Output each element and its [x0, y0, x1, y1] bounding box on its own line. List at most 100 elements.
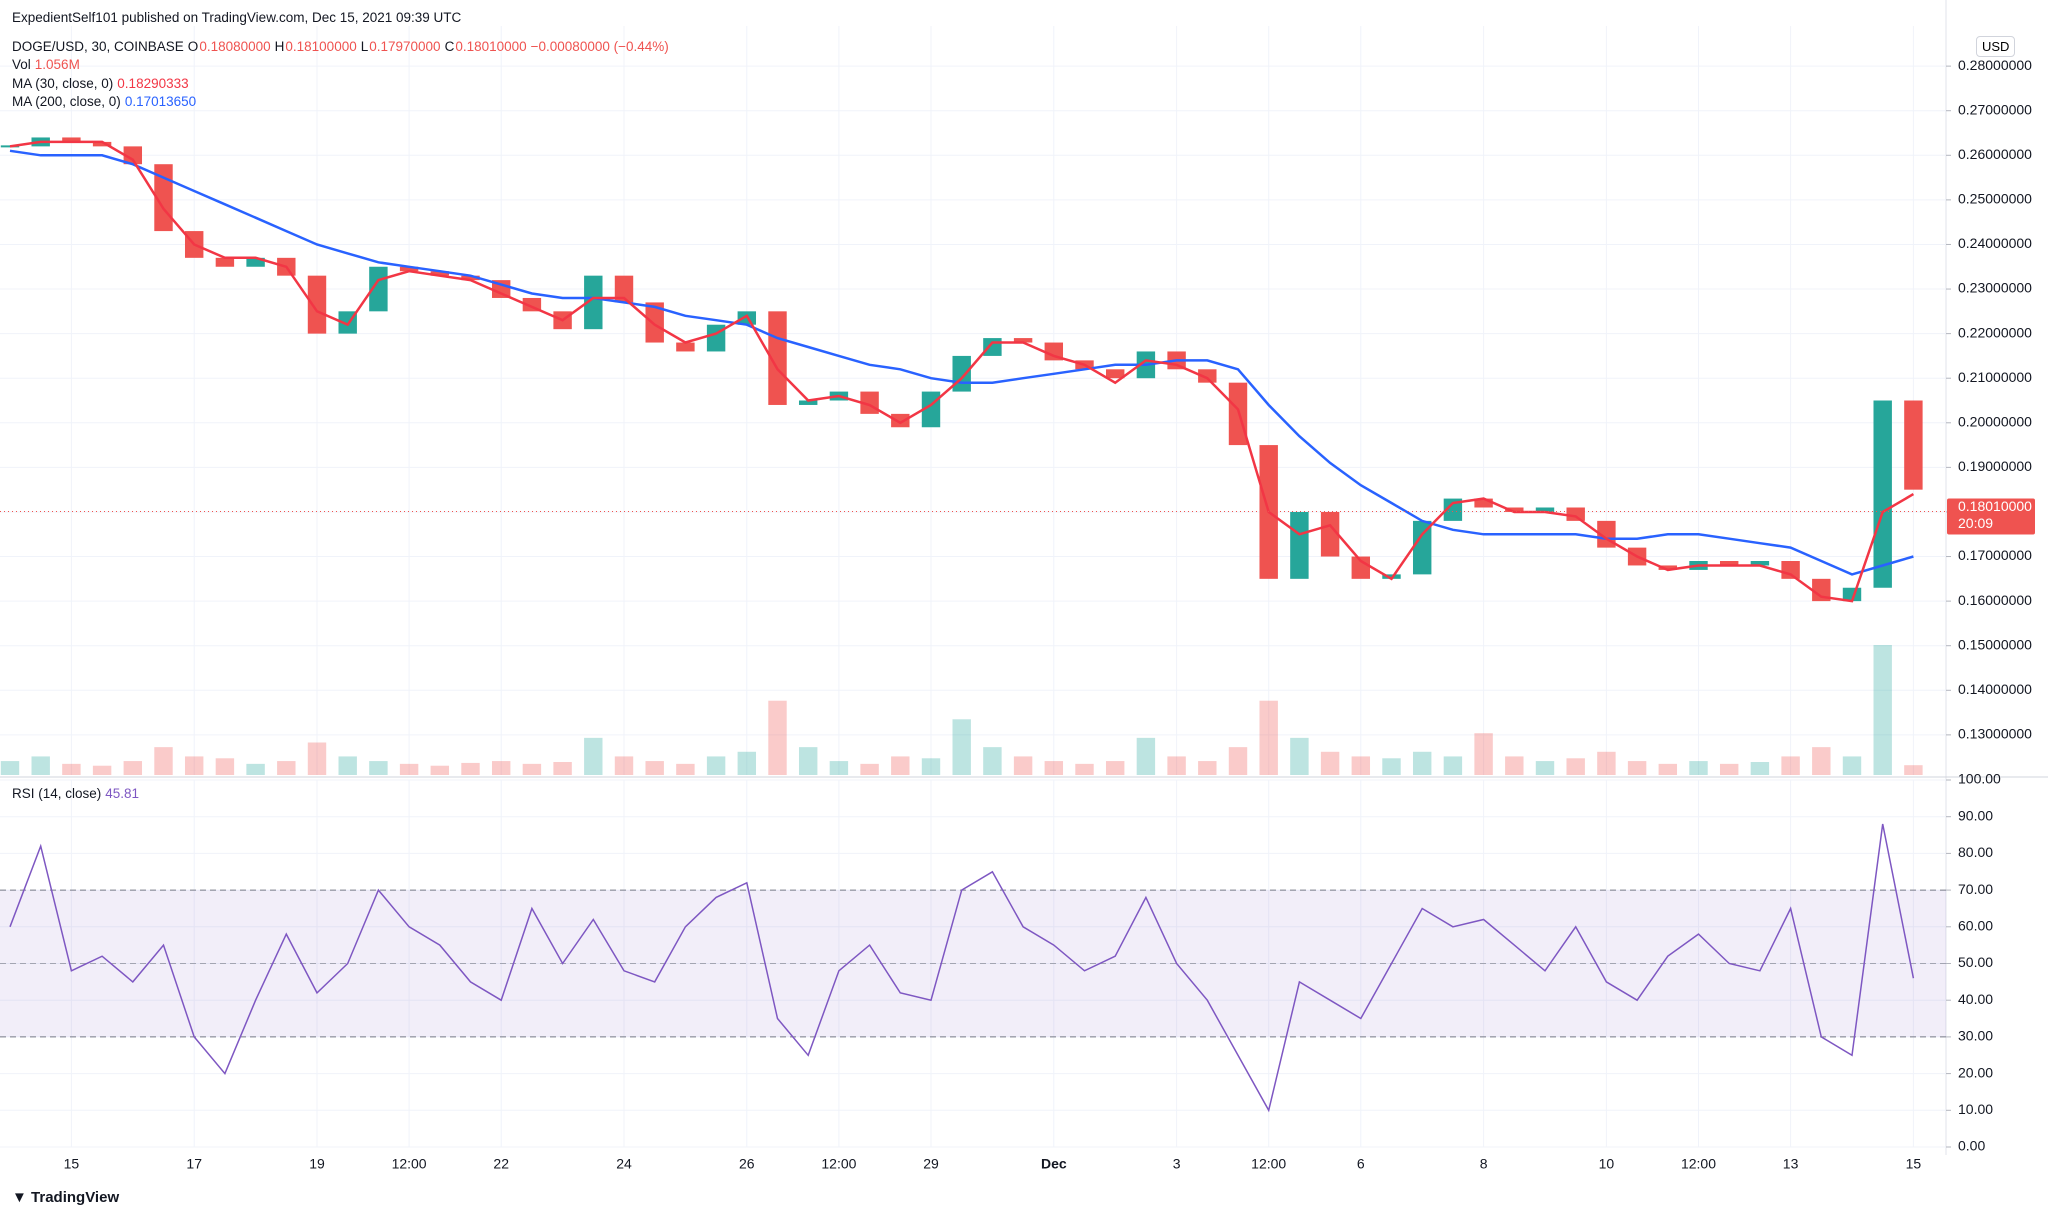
- x-tick-label: 15: [64, 1156, 80, 1172]
- logo: ▼ TradingView: [12, 1189, 120, 1206]
- candle: [584, 275, 603, 330]
- candle: [1105, 369, 1125, 379]
- volume-bar: [1474, 733, 1493, 775]
- candle: [891, 413, 910, 428]
- volume-bar: [1167, 756, 1186, 775]
- candle: [952, 355, 971, 392]
- legend-name: MA (200, close, 0): [12, 94, 121, 109]
- y-tick-label: 0.13000000: [1958, 726, 2032, 742]
- candle: [1750, 561, 1770, 566]
- volume-bar: [768, 700, 787, 775]
- ohlc-value: 0.17970000: [369, 39, 441, 54]
- last-price-tag: [1947, 498, 2035, 535]
- candle: [1474, 498, 1493, 508]
- candle: [1904, 400, 1923, 490]
- y-tick-label: 30.00: [1958, 1028, 1993, 1044]
- volume-bar: [1351, 756, 1371, 775]
- y-tick-label: 100.00: [1958, 771, 2001, 787]
- legend-value: 45.81: [105, 786, 140, 801]
- volume-bar: [461, 762, 480, 775]
- y-tick-label: 0.26000000: [1958, 146, 2032, 162]
- legend-name: Vol: [12, 57, 31, 72]
- candle: [430, 271, 450, 276]
- x-tick-label: 24: [616, 1156, 632, 1172]
- candle: [399, 266, 419, 272]
- candle: [461, 275, 480, 281]
- volume-bar: [215, 758, 235, 775]
- volume-bar: [1812, 747, 1831, 775]
- volume-bar: [1842, 756, 1862, 775]
- volume-bar: [0, 761, 20, 775]
- y-tick-label: 0.23000000: [1958, 280, 2032, 296]
- candle: [676, 342, 695, 352]
- volume-bar: [1535, 761, 1555, 775]
- x-tick-label: 22: [493, 1156, 509, 1172]
- y-tick-label: 50.00: [1958, 954, 1993, 970]
- x-tick-label: 10: [1599, 1156, 1615, 1172]
- volume-bar: [952, 719, 971, 775]
- candle: [62, 137, 81, 142]
- candle: [1290, 511, 1309, 579]
- y-tick-label: 0.28000000: [1958, 57, 2032, 73]
- volume-bar: [62, 763, 81, 775]
- x-tick-label: 12:00: [392, 1156, 427, 1172]
- x-tick-label: 29: [923, 1156, 939, 1172]
- y-tick-label: 0.20000000: [1958, 413, 2032, 429]
- logo-text: TradingView: [31, 1189, 120, 1206]
- volume-bar: [246, 763, 265, 775]
- x-tick-label: 15: [1906, 1156, 1922, 1172]
- volume-bar: [860, 763, 879, 775]
- volume-bar: [123, 761, 143, 775]
- volume-bar: [1290, 737, 1309, 775]
- ohlc-value: 0.18080000: [199, 39, 271, 54]
- candle: [645, 302, 664, 343]
- candle: [1812, 578, 1831, 602]
- volume-bar: [154, 747, 173, 775]
- volume-bar: [737, 751, 757, 775]
- volume-bar: [1198, 761, 1217, 775]
- volume-bar: [369, 761, 388, 775]
- candle: [215, 257, 235, 267]
- candle: [1873, 400, 1892, 588]
- volume-bar: [829, 761, 849, 775]
- y-tick-label: 0.15000000: [1958, 636, 2032, 652]
- candle: [246, 257, 265, 267]
- volume-bar: [1412, 751, 1432, 775]
- volume-bar: [338, 756, 357, 775]
- y-tick-label: 0.22000000: [1958, 324, 2032, 340]
- volume-bar: [1228, 747, 1248, 775]
- candle: [983, 338, 1002, 356]
- volume-bar: [798, 747, 818, 775]
- candle: [1228, 382, 1248, 446]
- x-tick-label: 19: [309, 1156, 325, 1172]
- volume-bar: [891, 756, 910, 775]
- x-tick-label: Dec: [1041, 1156, 1067, 1172]
- last-price-label: 0.18010000: [1958, 498, 2032, 514]
- legend-rsi: RSI (14, close) 45.81: [12, 786, 143, 801]
- y-tick-label: 0.19000000: [1958, 458, 2032, 474]
- volume-bar: [1382, 758, 1401, 775]
- currency[interactable]: USD: [1976, 36, 2016, 57]
- y-tick-label: 70.00: [1958, 881, 1993, 897]
- volume-bar: [31, 756, 50, 775]
- candle: [1198, 369, 1217, 383]
- legend-vol: Vol 1.056M: [12, 57, 84, 72]
- candle: [1351, 556, 1371, 579]
- x-tick-label: 17: [186, 1156, 202, 1172]
- legend-value: 0.17013650: [124, 94, 197, 109]
- y-tick-label: 0.16000000: [1958, 592, 2032, 608]
- x-tick-label: 13: [1783, 1156, 1799, 1172]
- candle: [1044, 342, 1064, 361]
- volume-bar: [553, 762, 572, 775]
- ohlc-value: 0.18010000: [455, 39, 527, 54]
- candle: [1320, 511, 1340, 557]
- candle: [491, 280, 511, 298]
- legend-value: 1.056M: [34, 57, 80, 72]
- y-tick-label: 0.24000000: [1958, 235, 2032, 251]
- volume-bar: [1443, 756, 1463, 775]
- y-tick-label: 0.27000000: [1958, 101, 2032, 117]
- y-tick-label: 0.17000000: [1958, 547, 2032, 563]
- volume-bar: [1904, 765, 1923, 775]
- candle: [1566, 507, 1585, 521]
